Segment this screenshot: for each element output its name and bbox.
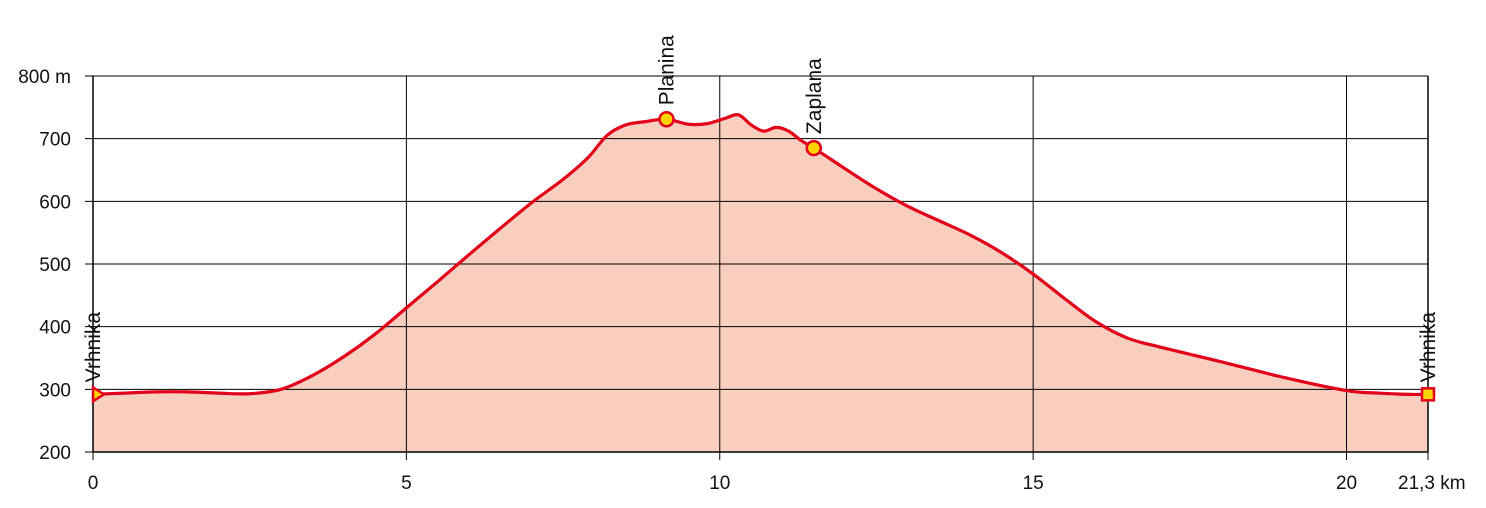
y-tick-label: 200 (39, 443, 71, 464)
waypoint-square-marker (1420, 387, 1436, 402)
y-tick-label: 400 (39, 318, 71, 339)
line-layer (92, 112, 1429, 397)
area-layer (93, 114, 1428, 452)
y-tick-label: 600 (39, 192, 71, 213)
x-tick-label: 0 (88, 473, 99, 494)
x-tick-label: 5 (401, 473, 412, 494)
waypoint-label: Vrhnika (1417, 312, 1440, 383)
waypoint-circle-marker (658, 110, 675, 128)
y-tick-label: 800 m (18, 67, 71, 88)
waypoint-triangle-marker (91, 385, 107, 404)
y-tick-label: 700 (39, 130, 71, 151)
elevation-line (92, 112, 1429, 397)
label-layer: Vrhnika Planina Zaplana Vrhnika (82, 35, 1440, 382)
x-tick-label: 20 (1336, 473, 1357, 494)
x-tick-label: 15 (1023, 473, 1044, 494)
waypoint-label: Zaplana (803, 58, 826, 134)
waypoint-label: Planina (655, 35, 678, 105)
waypoint-label: Vrhnika (82, 312, 105, 383)
tick-layer: 200 300 400 500 600 700 800 m 0 5 10 15 20 21,3 km (18, 67, 1465, 494)
grid-layer (85, 75, 1429, 460)
x-tick-label: 10 (709, 473, 730, 494)
x-tick-label: 21,3 km (1398, 473, 1466, 494)
marker-layer (91, 110, 1436, 404)
waypoint-circle-marker (805, 139, 823, 157)
y-tick-label: 500 (39, 255, 71, 276)
elevation-area-fill (93, 114, 1428, 452)
y-tick-label: 300 (39, 380, 71, 401)
